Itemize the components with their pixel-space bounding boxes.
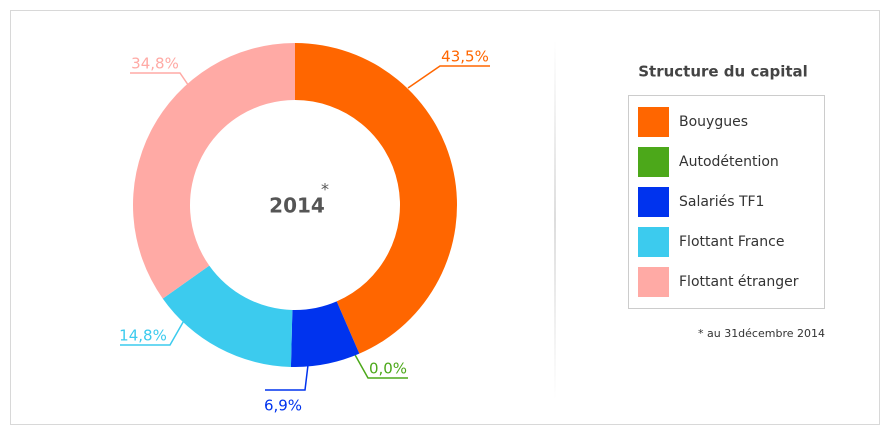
legend-label: Autodétention bbox=[679, 154, 779, 170]
divider bbox=[554, 40, 556, 400]
legend-swatch bbox=[638, 107, 669, 137]
center-label: 2014 bbox=[269, 194, 325, 218]
value-label: 43,5% bbox=[441, 48, 489, 66]
footnote: * au 31décembre 2014 bbox=[698, 327, 825, 340]
legend-label: Flottant étranger bbox=[679, 274, 799, 290]
leader-line bbox=[120, 309, 191, 346]
slice bbox=[290, 301, 360, 368]
legend-swatch bbox=[638, 267, 669, 297]
slice bbox=[162, 265, 293, 367]
legend-label: Salariés TF1 bbox=[679, 194, 764, 210]
legend-swatch bbox=[638, 147, 669, 177]
slice bbox=[132, 43, 295, 299]
value-label: 34,8% bbox=[131, 55, 179, 73]
legend: Bouygues Autodétention Salariés TF1 Flottan… bbox=[638, 107, 799, 297]
legend-swatch bbox=[638, 187, 669, 217]
value-label: 14,8% bbox=[119, 327, 167, 345]
leader-line bbox=[130, 72, 196, 96]
slice bbox=[295, 43, 458, 354]
legend-swatch bbox=[638, 227, 669, 257]
value-label: 0,0% bbox=[369, 360, 407, 378]
legend-label: Bouygues bbox=[679, 114, 748, 130]
value-label: 6,9% bbox=[264, 397, 302, 415]
donut: 43,5% 0,0% 6,9% 14,8% 34,8% bbox=[119, 43, 490, 415]
leader-line bbox=[407, 65, 490, 89]
leader-line bbox=[265, 364, 309, 391]
legend-title: Structure du capital bbox=[638, 63, 808, 81]
center-note: * bbox=[321, 180, 329, 199]
legend-label: Flottant France bbox=[679, 234, 784, 250]
